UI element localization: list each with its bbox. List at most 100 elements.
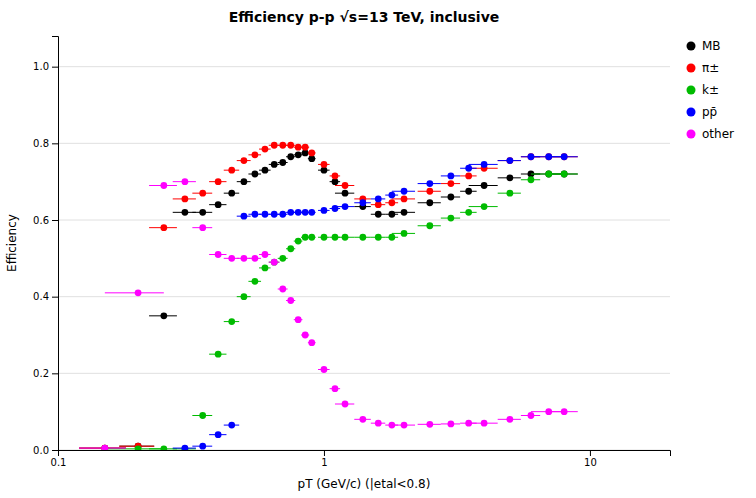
point (199, 412, 206, 419)
point (160, 182, 167, 189)
grid-line (58, 143, 670, 144)
point (481, 182, 488, 189)
legend-swatch (687, 108, 696, 117)
point (135, 289, 142, 296)
point (160, 445, 167, 450)
point (182, 178, 189, 185)
legend-swatch (687, 86, 696, 95)
x-axis-line (59, 451, 671, 457)
point (262, 265, 269, 272)
point (332, 385, 339, 392)
point (426, 421, 433, 428)
series (173, 153, 578, 450)
point (375, 420, 382, 427)
x-tick-mark (590, 450, 591, 456)
x-tick-label: 1 (321, 457, 327, 468)
point (528, 176, 535, 183)
point (252, 171, 259, 178)
x-tick-mark (324, 450, 325, 456)
y-tick-label: 1.0 (33, 61, 49, 72)
point (375, 211, 382, 218)
point (228, 318, 235, 325)
point (228, 422, 235, 429)
y-axis-title: Efficiency (5, 214, 19, 272)
point (465, 165, 472, 172)
y-tick: 1.0 (33, 61, 58, 72)
point (279, 286, 286, 293)
x-tick: 10 (584, 450, 597, 468)
point (215, 351, 222, 358)
point (561, 171, 568, 178)
point (199, 224, 206, 231)
x-tick: 1 (321, 450, 327, 468)
point (375, 234, 382, 241)
y-tick-label: 0.2 (33, 368, 49, 379)
point (215, 431, 222, 438)
y-axis-line (52, 37, 59, 451)
point (321, 207, 328, 214)
point (241, 157, 248, 164)
point (426, 199, 433, 206)
point (426, 188, 433, 195)
point (388, 234, 395, 241)
point (101, 445, 108, 450)
legend: MBπ±k±pp̄other (687, 39, 735, 141)
point (271, 142, 278, 149)
point (506, 416, 513, 423)
point (342, 401, 349, 408)
point (302, 144, 309, 151)
point (447, 421, 454, 428)
point (199, 443, 206, 450)
point (302, 234, 309, 241)
point (465, 209, 472, 216)
point (506, 174, 513, 181)
grid-line (58, 373, 670, 374)
point (160, 224, 167, 231)
point (252, 151, 259, 158)
y-tick-label: 0.8 (33, 138, 49, 149)
point (228, 167, 235, 174)
point (271, 259, 278, 266)
grid-line (58, 66, 670, 67)
point (241, 255, 248, 262)
point (359, 416, 366, 423)
y-tick: 0.4 (33, 291, 58, 302)
point (561, 153, 568, 160)
point (401, 230, 408, 237)
point (252, 278, 259, 285)
point (271, 211, 278, 218)
point (447, 173, 454, 180)
point (295, 151, 302, 158)
point (388, 199, 395, 206)
point (359, 234, 366, 241)
point (426, 222, 433, 229)
chart: 0.11100.00.20.40.60.81.0Efficiency p-p √… (0, 0, 756, 498)
legend-item: pp̄ (687, 105, 718, 119)
point (287, 297, 294, 304)
point (308, 234, 315, 241)
point (135, 445, 142, 450)
point (182, 445, 189, 450)
plot: 0.11100.00.20.40.60.81.0 (33, 37, 670, 469)
grid (58, 67, 670, 450)
point (262, 146, 269, 153)
point (506, 157, 513, 164)
y-tick-mark (52, 450, 58, 451)
point (182, 196, 189, 203)
legend-label: k± (702, 83, 719, 97)
point (375, 196, 382, 203)
point (279, 159, 286, 166)
point (215, 178, 222, 185)
point (262, 251, 269, 258)
point (447, 180, 454, 187)
point (101, 445, 108, 450)
y-axis: 0.00.20.40.60.81.0 (33, 37, 58, 456)
y-tick-mark (52, 67, 58, 68)
legend-item: other (687, 127, 735, 141)
point (342, 190, 349, 197)
point (342, 182, 349, 189)
point (279, 211, 286, 218)
point (481, 420, 488, 427)
point (447, 215, 454, 222)
point (262, 167, 269, 174)
